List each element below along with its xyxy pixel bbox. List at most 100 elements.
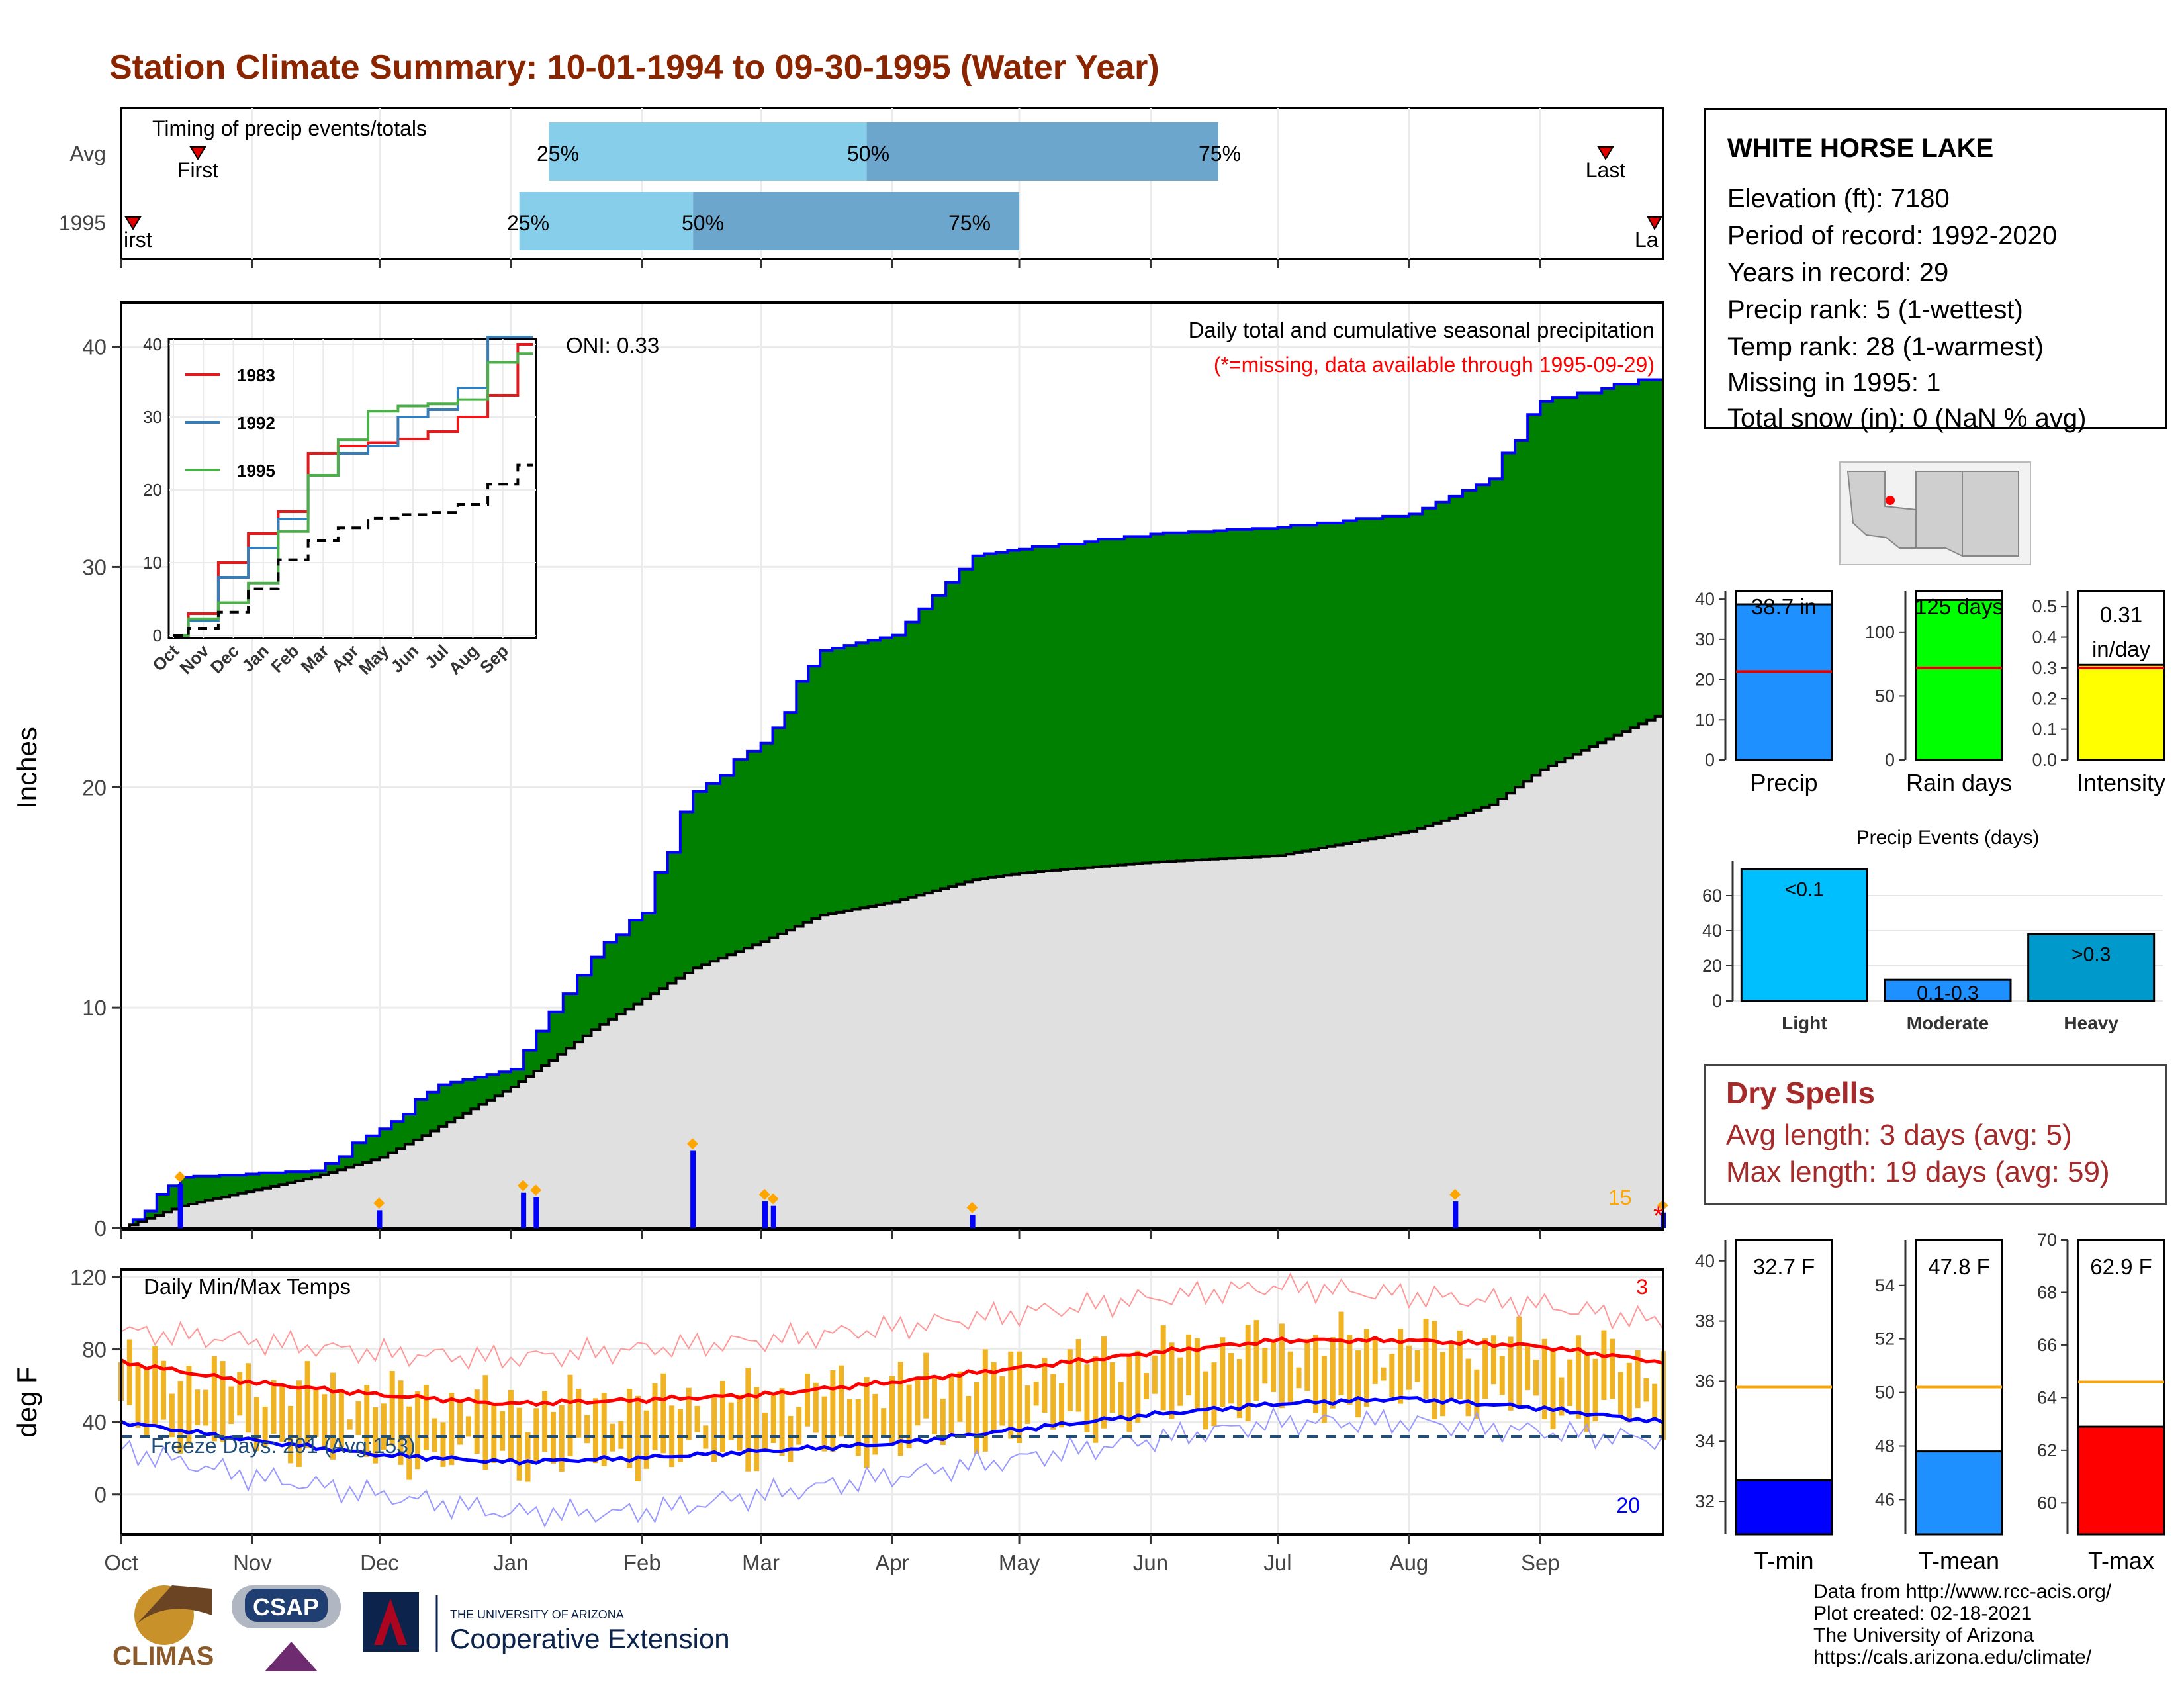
row-label-1995: 1995 [59,211,106,235]
intensity-ytick-label: 0.1 [2032,720,2057,739]
temp-daily-bar [1109,1362,1115,1413]
events-bar-label-heavy: >0.3 [2071,943,2111,965]
temp-daily-bar [1279,1323,1285,1409]
temp-daily-bar [1330,1337,1336,1409]
temp-daily-bar [711,1397,717,1462]
temp-daily-bar [415,1391,421,1470]
events-category-moderate: Moderate [1907,1013,1989,1033]
daily-max-marker [1449,1188,1461,1200]
temp-daily-bar [762,1412,768,1452]
tmin-ytick-label: 38 [1695,1311,1715,1331]
temp-daily-bar [1084,1364,1090,1432]
climas-wordmark: CLIMAS [113,1642,214,1671]
daily-precip-bar [690,1150,696,1228]
temp-daily-bar [432,1418,437,1452]
temp-daily-bar [525,1432,531,1482]
temp-daily-bar [1575,1335,1581,1419]
month-label-jul: Jul [1263,1550,1291,1575]
temp-daily-bar [1075,1339,1081,1412]
station-name: WHITE HORSE LAKE [1727,134,1994,163]
y1995-first-marker [124,216,142,230]
events-category-heavy: Heavy [2064,1013,2118,1033]
temp-daily-bar [813,1382,819,1433]
avg-first-marker [189,146,206,160]
temp-daily-bar [1372,1336,1378,1384]
temp-daily-bar [1432,1321,1437,1420]
events-ytick-label: 40 [1702,921,1722,941]
tmin-ytick-label: 40 [1695,1251,1715,1271]
inset-lines [173,336,533,637]
precip-ytick-label: 20 [82,775,107,800]
station-years: Years in record: 29 [1727,258,1949,287]
temp-ytick-label: 40 [82,1410,107,1434]
precip-total-label: Precip [1750,769,1817,796]
temp-daily-bar [889,1376,895,1443]
tmin-bar [1735,1479,1833,1536]
temp-daily-bar [482,1375,488,1470]
temp-daily-bar [533,1408,539,1462]
temp-daily-bar [1592,1358,1598,1421]
temp-daily-bar [279,1386,285,1442]
y1995-last-label: La [1635,228,1659,252]
temp-daily-bar [1389,1354,1395,1397]
daily-precip-bar [1453,1201,1459,1228]
temp-daily-bar [296,1380,302,1467]
temp-daily-bar [1652,1383,1658,1421]
month-label-aug: Aug [1390,1550,1429,1575]
precip-missing-note: (*=missing, data available through 1995-… [1214,353,1655,377]
temp-daily-bar [1144,1373,1150,1400]
daily-max-marker [686,1138,698,1150]
temp-daily-bar [1042,1358,1048,1413]
temp-daily-bar [592,1398,598,1464]
credit-line-4: https://cals.arizona.edu/climate/ [1813,1646,2092,1668]
temp-daily-bar [897,1362,903,1456]
daily-max-marker [767,1193,779,1205]
tmin-value-label: 32.7 F [1753,1254,1815,1279]
temp-daily-bar [1253,1320,1259,1401]
precip-total-ytick-label: 30 [1695,630,1715,649]
intensity-value-label: 0.31 [2100,602,2142,627]
temp-daily-bar [262,1406,268,1446]
intensity-chart: 0.0 0.1 0.2 0.3 0.4 0.5 0.31 in/day Intensity [2032,590,2165,796]
temp-daily-bar [1313,1335,1319,1413]
events-ytick-label: 60 [1702,886,1722,906]
temp-daily-bar [1008,1351,1014,1439]
temp-ytick-label: 120 [70,1265,107,1289]
month-label-sep: Sep [1521,1550,1560,1575]
temp-daily-bar [220,1361,226,1442]
temp-daily-bar [161,1360,167,1420]
temp-daily-bar [440,1422,446,1467]
temp-daily-bar [737,1395,743,1451]
precip-total-value-label: 38.7 in [1751,594,1817,619]
y1995-p25-label: 25% [507,211,549,235]
temp-daily-bar [474,1389,480,1454]
station-elevation: Elevation (ft): 7180 [1727,184,1950,213]
temp-daily-bar [1499,1356,1505,1395]
temp-daily-bar [1490,1335,1496,1385]
inset-ytick-label: 30 [143,407,162,427]
events-title: Precip Events (days) [1856,827,2040,849]
legend-1995-label: 1995 [237,461,275,481]
csap-wordmark: CSAP [253,1593,319,1620]
temp-daily-bar [1228,1353,1234,1404]
temp-daily-bar [144,1370,150,1437]
temp-daily-bar [719,1380,725,1452]
temp-daily-bar [1423,1319,1429,1399]
precip-events-chart: 0 20 40 60 Precip Events (days) <0.1 Light 0.1-… [1702,827,2163,1033]
rain-days-ytick-label: 100 [1865,622,1895,642]
tmax-label: T-max [2088,1547,2154,1574]
ua-a-shape [374,1599,407,1645]
avg-p50-p75-bar [866,122,1218,181]
temp-daily-bar [381,1403,387,1450]
dry-spells-box: Dry Spells Avg length: 3 days (avg: 5) M… [1704,1064,2167,1205]
temp-daily-bar [1643,1378,1649,1402]
temp-daily-bar [821,1396,827,1452]
timing-label: Timing of precip events/totals [152,117,427,140]
credit-line-2: Plot created: 02-18-2021 [1813,1603,2032,1624]
temp-daily-bar [1516,1316,1522,1405]
hot-count-label: 3 [1636,1275,1648,1299]
month-label-dec: Dec [360,1550,399,1575]
csap-mountain-shape [265,1642,318,1671]
ua-extension-text: Cooperative Extension [450,1623,730,1654]
